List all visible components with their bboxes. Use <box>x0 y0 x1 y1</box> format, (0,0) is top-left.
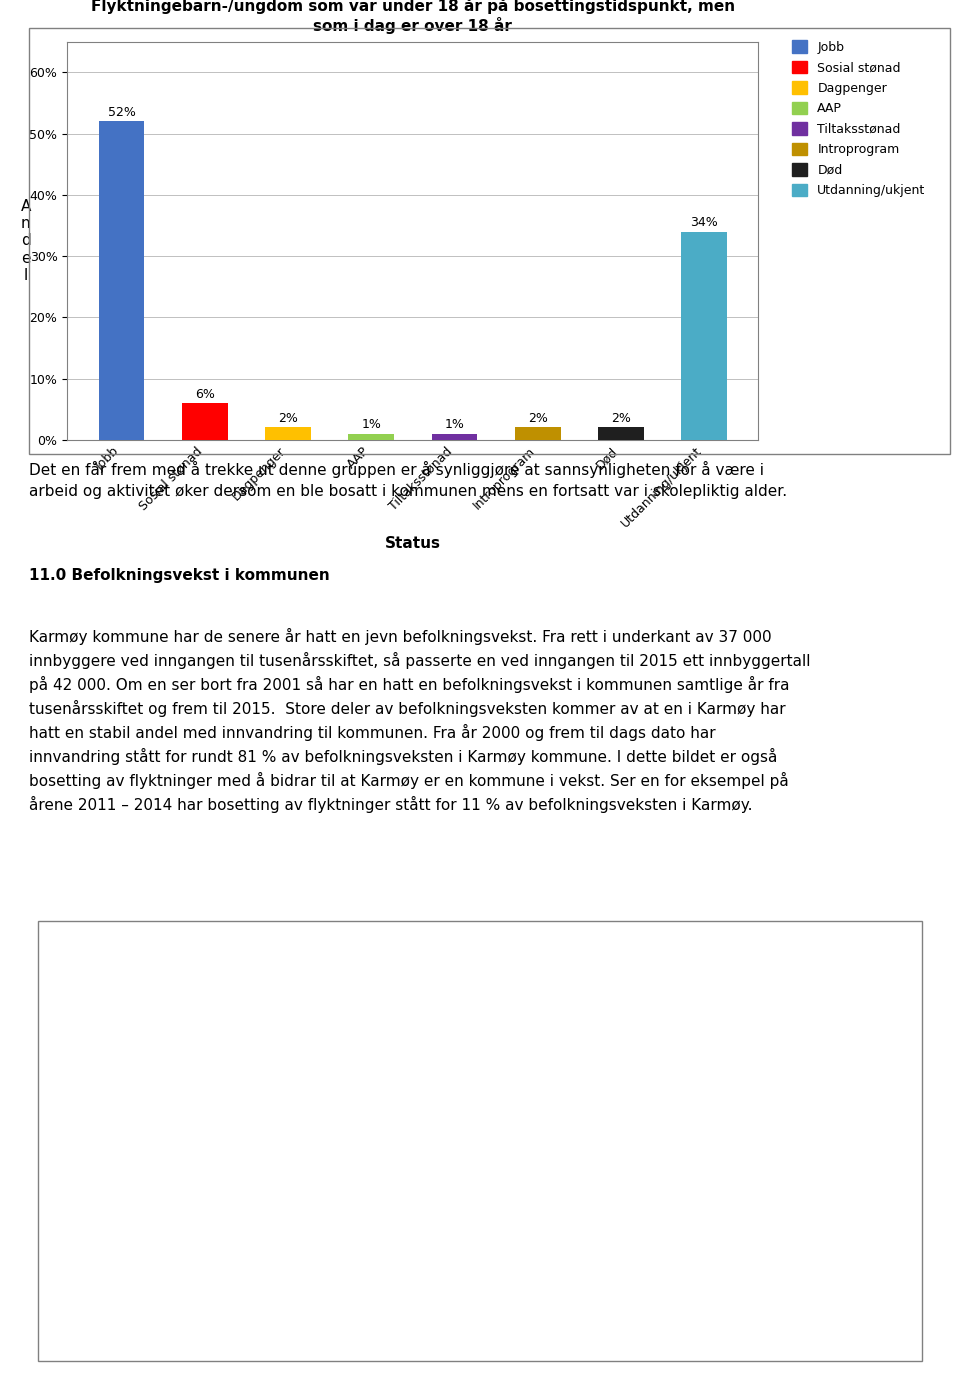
Text: 2%: 2% <box>528 412 547 424</box>
Bar <box>598 427 644 440</box>
Bar <box>302 1051 351 1305</box>
Text: 52: 52 <box>651 1268 668 1280</box>
Text: 43: 43 <box>227 1270 243 1284</box>
Text: Karmøy kommune har de senere år hatt en jevn befolkningsvekst. Fra rett i underk: Karmøy kommune har de senere år hatt en … <box>29 628 810 814</box>
Bar <box>682 232 727 440</box>
Bar <box>586 1170 635 1305</box>
Text: 34%: 34% <box>690 216 718 229</box>
Text: 52%: 52% <box>108 106 135 119</box>
Legend: Folkevekst, Antall flyktninger: Folkevekst, Antall flyktninger <box>747 1018 914 1071</box>
Text: 473: 473 <box>173 1083 198 1096</box>
Title: Flyktningebarn-/ungdom som var under 18 år på bosettingstidspunkt, men
som i dag: Flyktningebarn-/ungdom som var under 18 … <box>91 0 734 34</box>
Bar <box>351 1280 401 1305</box>
Text: Det en får frem med å trekke ut denne gruppen er å synliggjøre at sannsynlighete: Det en får frem med å trekke ut denne gr… <box>29 461 787 498</box>
Title: Befolkningsvekst i Karmøy 2011 - 2014: Befolkningsvekst i Karmøy 2011 - 2014 <box>224 949 621 967</box>
Bar <box>515 427 561 440</box>
Text: 11.0 Befolkningsvekst i kommunen: 11.0 Befolkningsvekst i kommunen <box>29 568 329 584</box>
Text: 309: 309 <box>597 1154 622 1167</box>
Text: 6%: 6% <box>195 388 215 401</box>
Bar <box>181 403 228 440</box>
X-axis label: Status: Status <box>385 536 441 551</box>
Y-axis label: A
n
t
a
l
l: A n t a l l <box>66 1090 76 1192</box>
Bar <box>493 1286 542 1305</box>
Text: 635: 635 <box>456 1012 481 1025</box>
Bar <box>635 1283 684 1305</box>
Text: 46: 46 <box>510 1269 526 1283</box>
Text: 2%: 2% <box>278 412 298 424</box>
Y-axis label: A
n
d
e
l: A n d e l <box>20 198 31 283</box>
Bar <box>348 434 394 440</box>
Bar <box>210 1287 259 1305</box>
Legend: Jobb, Sosial stønad, Dagpenger, AAP, Tiltaksstønad, Introprogram, Død, Utdanning: Jobb, Sosial stønad, Dagpenger, AAP, Til… <box>792 40 925 197</box>
Bar <box>265 427 311 440</box>
Bar <box>160 1099 210 1305</box>
Text: 2%: 2% <box>611 412 631 424</box>
Text: 1%: 1% <box>361 419 381 431</box>
Bar <box>444 1027 493 1305</box>
Text: 1%: 1% <box>444 419 465 431</box>
Bar <box>99 121 144 440</box>
X-axis label: Folkevekst vs antall bosatte flyktninger: Folkevekst vs antall bosatte flyktninger <box>257 1330 588 1346</box>
Text: 582: 582 <box>314 1034 340 1048</box>
Text: 59: 59 <box>368 1263 385 1277</box>
Bar <box>432 434 477 440</box>
